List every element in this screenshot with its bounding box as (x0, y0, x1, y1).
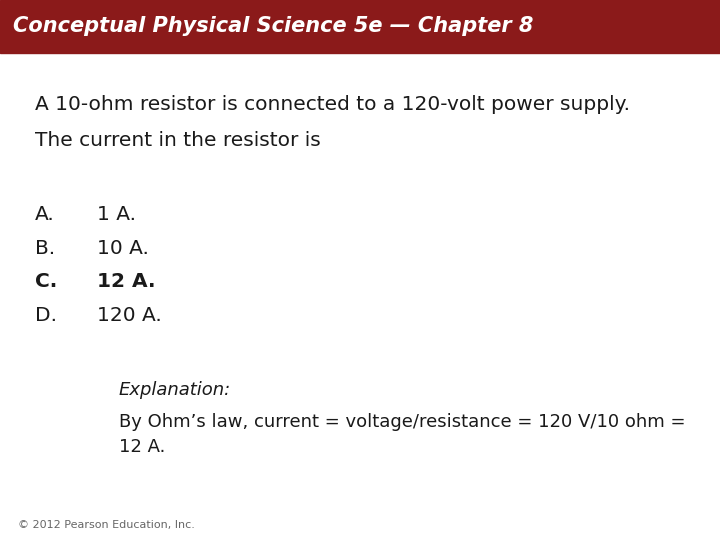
Text: 10 A.: 10 A. (97, 239, 149, 258)
Text: Conceptual Physical Science 5e — Chapter 8: Conceptual Physical Science 5e — Chapter… (13, 16, 534, 37)
Text: By Ohm’s law, current = voltage/resistance = 120 V/10 ohm =
12 A.: By Ohm’s law, current = voltage/resistan… (119, 413, 685, 456)
Text: 12 A.: 12 A. (97, 272, 156, 291)
Text: 1 A.: 1 A. (97, 205, 136, 224)
Bar (0, 0, 720, 53)
Text: Explanation:: Explanation: (119, 381, 231, 399)
Text: © 2012 Pearson Education, Inc.: © 2012 Pearson Education, Inc. (18, 520, 195, 530)
Text: The current in the resistor is: The current in the resistor is (35, 131, 320, 150)
Text: 120 A.: 120 A. (97, 306, 162, 325)
Text: A.: A. (35, 205, 54, 224)
Text: B.: B. (35, 239, 55, 258)
Text: C.: C. (35, 272, 57, 291)
Text: D.: D. (35, 306, 57, 325)
Text: A 10-ohm resistor is connected to a 120-volt power supply.: A 10-ohm resistor is connected to a 120-… (35, 94, 629, 113)
